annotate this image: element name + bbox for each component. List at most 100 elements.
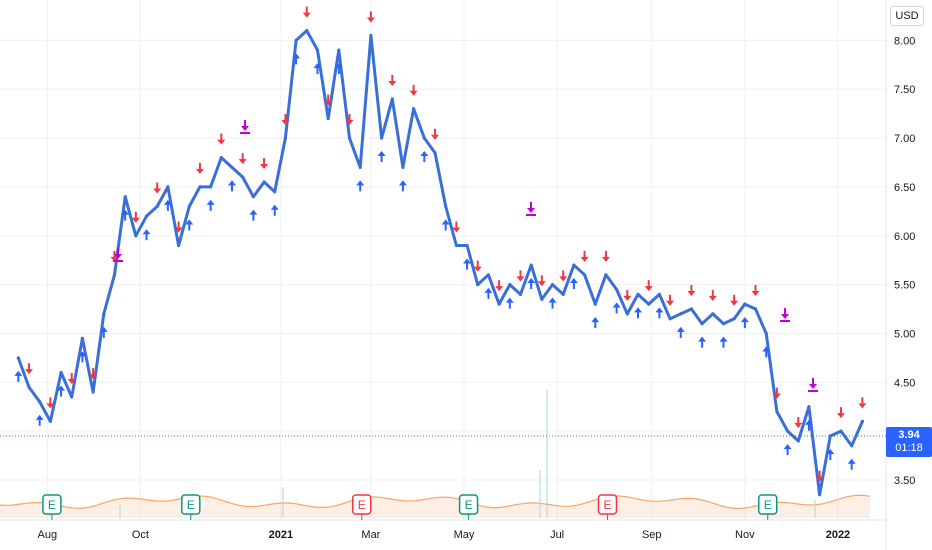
arrow-head bbox=[781, 314, 789, 319]
sell-signal-arrow bbox=[623, 289, 632, 301]
arrow-head bbox=[719, 336, 728, 342]
sell-signal-arrow bbox=[281, 114, 290, 126]
grid-layer bbox=[0, 0, 887, 550]
buy-signal-arrow bbox=[612, 302, 621, 314]
y-tick-label: 6.00 bbox=[894, 231, 915, 243]
arrow-head bbox=[441, 219, 450, 225]
sell-signal-arrow bbox=[708, 289, 717, 301]
price-point bbox=[732, 317, 736, 321]
arrow-head bbox=[46, 403, 55, 409]
arrow-head bbox=[762, 346, 771, 352]
arrow-head bbox=[89, 374, 98, 380]
sell-signal-arrow bbox=[837, 407, 845, 419]
sell-signal-arrow bbox=[67, 372, 76, 384]
arrow-head bbox=[837, 413, 845, 419]
y-tick-label: 7.00 bbox=[894, 133, 915, 145]
buy-signal-arrow bbox=[185, 219, 194, 231]
price-point bbox=[155, 204, 159, 208]
signal-layer bbox=[14, 6, 867, 482]
y-tick-label: 3.50 bbox=[894, 475, 915, 487]
sell-signal-arrow bbox=[473, 260, 482, 272]
arrow-head bbox=[324, 100, 333, 106]
sell-signal-arrow bbox=[89, 368, 98, 380]
buy-signal-arrow bbox=[634, 307, 642, 319]
currency-button[interactable]: USD bbox=[890, 6, 924, 26]
buy-signal-arrow bbox=[655, 307, 664, 319]
arrow-head bbox=[249, 209, 258, 215]
special-signal-arrow bbox=[527, 202, 535, 213]
earnings-marker[interactable]: E bbox=[597, 494, 618, 520]
x-axis: Aug Oct 2021 Mar May Jul Sep Nov 2022 bbox=[38, 529, 851, 541]
arrow-head bbox=[559, 276, 568, 282]
arrow-head bbox=[815, 476, 824, 482]
sell-signal-arrow bbox=[238, 153, 247, 165]
arrow-head bbox=[612, 302, 621, 308]
price-point bbox=[219, 156, 223, 160]
buy-signal-arrow bbox=[14, 370, 23, 382]
price-point bbox=[48, 419, 53, 423]
arrow-head bbox=[131, 217, 140, 223]
y-tick-label: 4.50 bbox=[894, 377, 915, 389]
buy-signal-arrow bbox=[463, 258, 472, 270]
buy-signal-arrow bbox=[334, 63, 343, 75]
buy-signal-arrow bbox=[57, 385, 66, 397]
arrow-head bbox=[634, 307, 642, 313]
price-point bbox=[604, 273, 608, 277]
buy-signal-arrow bbox=[762, 346, 771, 358]
sell-signal-arrow bbox=[644, 280, 653, 292]
buy-signal-arrow bbox=[121, 209, 130, 221]
buy-signal-arrow bbox=[228, 180, 236, 192]
arrow-head bbox=[495, 286, 504, 292]
price-point bbox=[80, 336, 84, 340]
arrow-head bbox=[751, 291, 760, 297]
price-point bbox=[166, 185, 170, 189]
price-point bbox=[198, 185, 202, 189]
arrow-head bbox=[121, 209, 130, 215]
arrow-head bbox=[548, 297, 557, 303]
arrow-head bbox=[420, 151, 429, 157]
earnings-marker[interactable]: E bbox=[42, 494, 62, 520]
earnings-marker[interactable]: E bbox=[757, 494, 778, 520]
price-series-line bbox=[16, 29, 864, 497]
y-axis: 3.504.004.505.005.506.006.507.007.508.00 bbox=[894, 35, 915, 487]
earnings-marker-box bbox=[181, 494, 201, 515]
arrow-head bbox=[377, 151, 386, 157]
buy-signal-arrow bbox=[847, 458, 856, 470]
arrow-head bbox=[35, 414, 44, 420]
earnings-marker[interactable]: E bbox=[351, 494, 372, 520]
earnings-marker[interactable]: E bbox=[458, 494, 479, 520]
buy-signal-arrow bbox=[249, 209, 258, 221]
price-point bbox=[465, 243, 469, 248]
price-point bbox=[401, 165, 405, 169]
arrow-head bbox=[569, 278, 578, 284]
price-point bbox=[230, 165, 234, 169]
buy-signal-arrow bbox=[142, 229, 151, 241]
arrow-head bbox=[591, 317, 600, 323]
arrow-head bbox=[334, 63, 343, 69]
price-point bbox=[70, 395, 74, 399]
arrow-head bbox=[270, 204, 279, 210]
sell-signal-arrow bbox=[345, 114, 354, 126]
arrow-head bbox=[366, 17, 375, 23]
arrow-head bbox=[57, 385, 66, 391]
buy-signal-arrow bbox=[292, 53, 301, 65]
sell-signal-arrow bbox=[174, 221, 183, 233]
earnings-marker[interactable]: E bbox=[181, 494, 201, 520]
arrow-head bbox=[687, 291, 696, 297]
price-point bbox=[636, 292, 640, 296]
buy-signal-arrow bbox=[569, 278, 578, 290]
earnings-marker-box bbox=[757, 494, 778, 515]
sell-signal-arrow bbox=[324, 94, 333, 106]
arrow-head bbox=[238, 159, 247, 165]
volume-layer bbox=[0, 390, 871, 518]
price-point bbox=[807, 405, 811, 409]
price-point bbox=[444, 204, 448, 208]
volume-outline bbox=[0, 494, 871, 510]
arrow-head bbox=[783, 444, 792, 450]
price-point bbox=[860, 419, 865, 423]
arrow-head bbox=[206, 199, 215, 205]
price-point bbox=[518, 292, 523, 296]
price-point bbox=[209, 185, 213, 189]
